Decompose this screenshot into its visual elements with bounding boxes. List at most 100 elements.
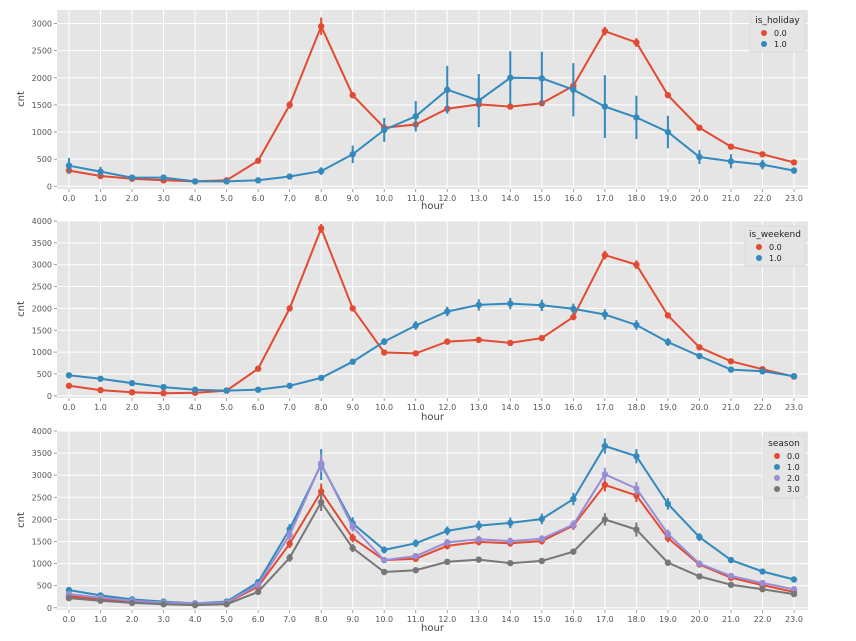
data-point [444, 527, 451, 535]
x-tick-label: 21.0 [722, 615, 740, 624]
x-tick-label: 2.0 [126, 194, 139, 203]
data-point [254, 177, 262, 184]
data-point [412, 350, 419, 357]
data-point [727, 143, 735, 150]
x-tick-label: 22.0 [754, 194, 772, 203]
y-tick-label: 500 [37, 370, 52, 379]
x-tick-label: 10.0 [375, 194, 393, 203]
data-point [696, 533, 703, 541]
data-point [286, 540, 293, 547]
x-tick-label: 18.0 [627, 403, 645, 412]
legend-marker [756, 255, 762, 261]
data-point [349, 305, 356, 312]
legend-entry: 1.0 [787, 463, 800, 472]
x-tick-label: 19.0 [659, 615, 677, 624]
y-tick-label: 3500 [32, 239, 52, 248]
y-tick-label: 0 [47, 182, 52, 191]
data-point [727, 572, 735, 580]
y-tick-label: 3500 [32, 449, 52, 458]
data-point [349, 523, 356, 531]
data-point [664, 91, 672, 99]
x-tick-label: 22.0 [754, 615, 772, 624]
plot-area [57, 10, 808, 189]
data-point [128, 599, 136, 607]
data-point [633, 452, 640, 460]
data-point [570, 86, 577, 93]
series-1.0 [65, 297, 798, 394]
data-point [696, 352, 703, 360]
x-tick-label: 10.0 [375, 403, 393, 412]
x-tick-label: 18.0 [627, 194, 645, 203]
data-point [381, 349, 388, 356]
legend-marker [761, 41, 767, 47]
data-point [507, 519, 514, 527]
x-tick-label: 5.0 [220, 403, 233, 412]
data-point [507, 339, 514, 347]
data-point [475, 301, 482, 309]
data-point [381, 556, 388, 564]
x-tick-label: 1.0 [94, 615, 107, 624]
series-3.0 [65, 493, 798, 609]
x-tick-label: 3.0 [157, 615, 170, 624]
x-tick-label: 13.0 [470, 403, 488, 412]
data-point [538, 75, 546, 82]
data-point [633, 485, 640, 492]
legend-entry: 1.0 [769, 254, 782, 263]
y-tick-label: 3000 [32, 261, 52, 270]
x-tick-label: 10.0 [375, 615, 393, 624]
data-point [475, 336, 482, 344]
data-point [128, 389, 136, 396]
x-tick-label: 19.0 [659, 194, 677, 203]
x-tick-label: 15.0 [533, 615, 551, 624]
x-tick-label: 9.0 [346, 403, 359, 412]
data-point [696, 560, 703, 567]
data-point [790, 590, 798, 598]
y-axis-label: cnt [16, 91, 27, 107]
data-point [317, 167, 325, 175]
x-tick-label: 15.0 [533, 403, 551, 412]
series-line [68, 76, 795, 183]
data-point [538, 557, 546, 565]
legend-marker [774, 486, 780, 492]
x-tick-label: 23.0 [785, 403, 803, 412]
y-axis-label: cnt [16, 301, 27, 317]
x-tick-label: 4.0 [189, 403, 202, 412]
data-point [349, 91, 356, 99]
data-point [633, 261, 640, 268]
legend-title: season [768, 439, 800, 449]
x-tick-label: 8.0 [315, 194, 328, 203]
x-tick-label: 12.0 [438, 194, 456, 203]
data-point [664, 500, 672, 508]
x-tick-label: 18.0 [627, 615, 645, 624]
x-axis-label: hour [421, 623, 445, 634]
x-tick-label: 8.0 [315, 615, 328, 624]
legend-box [762, 434, 806, 499]
data-point [381, 546, 388, 554]
data-point [160, 601, 167, 608]
data-point [412, 113, 419, 120]
x-tick-label: 6.0 [252, 615, 265, 624]
legend-entry: 2.0 [787, 474, 800, 483]
series-line [68, 225, 795, 395]
data-point [633, 321, 640, 329]
data-point [349, 151, 356, 158]
data-point [65, 382, 73, 389]
y-tick-label: 3000 [32, 20, 52, 29]
y-tick-label: 2000 [32, 74, 52, 83]
y-tick-label: 2500 [32, 283, 52, 292]
legend: is_weekend 0.0 1.0 [744, 225, 806, 267]
x-tick-label: 4.0 [189, 615, 202, 624]
chart-panel-1: 0 500 1000 1500 2000 2500 3000 0.0 1.0 2.0 3.0 4.0 5… [16, 10, 808, 212]
data-point [317, 23, 325, 30]
data-point [601, 471, 609, 478]
x-tick-label: 8.0 [315, 403, 328, 412]
x-tick-label: 16.0 [564, 615, 582, 624]
chart-panel-3: 0 500 1000 1500 2000 2500 3000 3500 4000 0.0 1.0 2.… [16, 427, 808, 634]
data-point [633, 114, 640, 121]
data-point [191, 178, 199, 185]
x-tick-label: 14.0 [501, 194, 519, 203]
data-point [191, 386, 199, 393]
y-tick-label: 4000 [32, 427, 52, 436]
x-tick-label: 5.0 [220, 615, 233, 624]
